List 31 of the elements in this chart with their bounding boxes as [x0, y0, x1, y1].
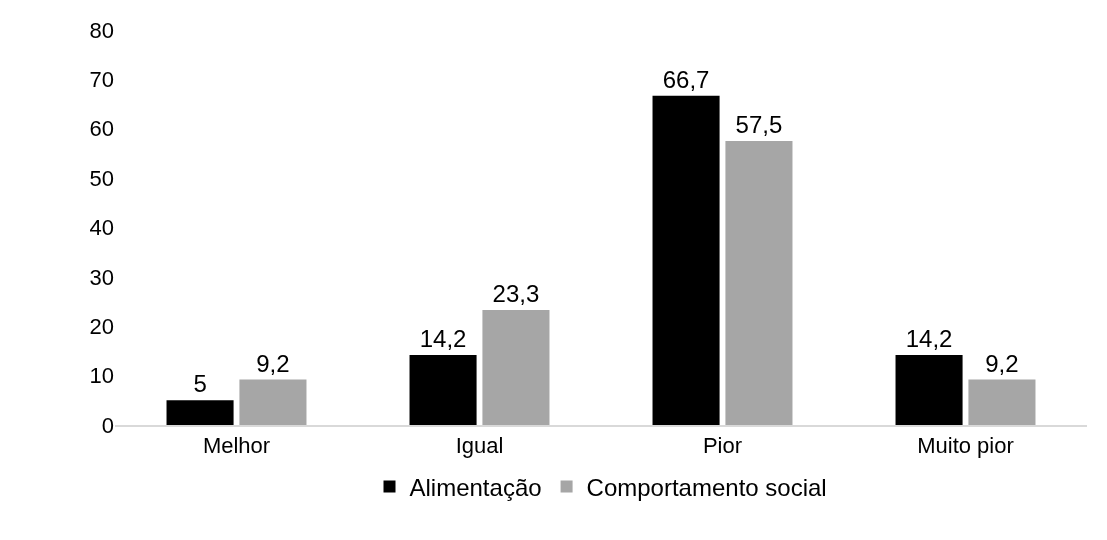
- y-tick-label: 30: [89, 264, 114, 290]
- y-tick-label: 40: [89, 215, 114, 241]
- legend-label: Alimentação: [409, 473, 542, 501]
- data-label: 66,7: [662, 65, 710, 93]
- bar: [166, 400, 234, 425]
- y-tick-label: 20: [89, 313, 114, 339]
- bar: [725, 141, 793, 425]
- y-tick-label: 10: [89, 363, 114, 389]
- data-label: 14,2: [905, 324, 953, 352]
- legend-label: Comportamento social: [586, 473, 827, 501]
- data-label: 9,2: [985, 349, 1019, 377]
- x-tick-label: Pior: [702, 433, 743, 459]
- y-tick-label: 60: [89, 116, 114, 142]
- x-tick-label: Muito pior: [917, 433, 1014, 459]
- y-tick-label: 50: [89, 165, 114, 191]
- data-label: 9,2: [256, 349, 290, 377]
- data-label: 23,3: [492, 279, 540, 307]
- bar: [409, 354, 477, 425]
- bar: [239, 379, 307, 425]
- data-label: 5: [193, 370, 207, 398]
- bar: [652, 95, 720, 425]
- y-tick-label: 0: [101, 412, 114, 438]
- y-tick-label: 70: [89, 67, 114, 93]
- y-tick-label: 80: [89, 17, 114, 43]
- data-label: 14,2: [419, 324, 467, 352]
- x-tick-label: Igual: [455, 433, 504, 459]
- bar: [482, 309, 550, 425]
- bar: [968, 379, 1036, 425]
- bar: [895, 354, 963, 425]
- x-tick-label: Melhor: [202, 433, 271, 459]
- data-label: 57,5: [735, 111, 783, 139]
